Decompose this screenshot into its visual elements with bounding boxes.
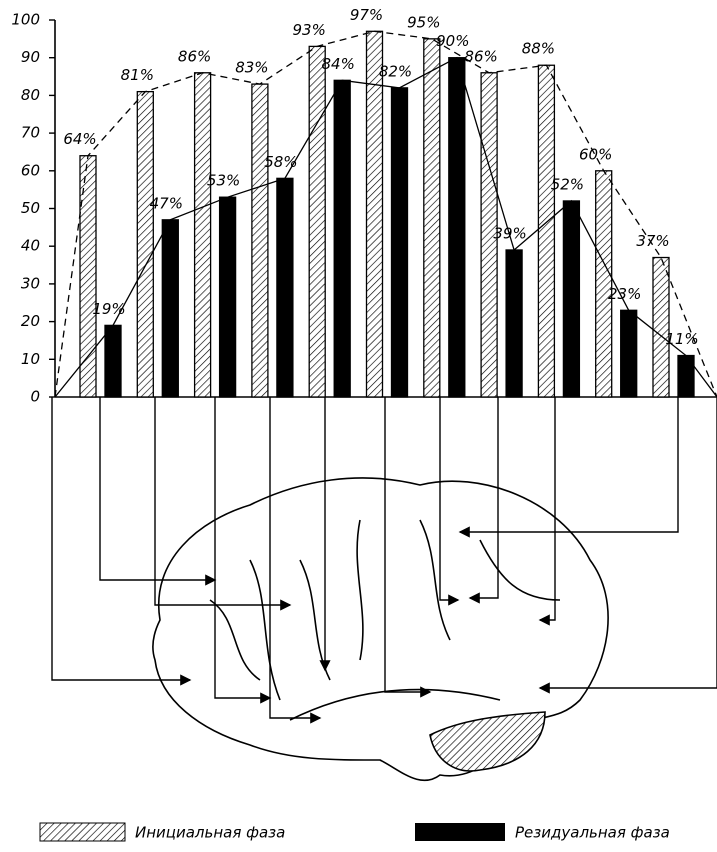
value-label: 39%	[493, 224, 526, 242]
value-label: 88%	[522, 40, 555, 58]
value-label: 82%	[379, 62, 412, 80]
value-label: 86%	[178, 47, 211, 65]
connector	[538, 397, 717, 694]
y-tick-label: 10	[21, 350, 40, 368]
value-label: 83%	[235, 59, 268, 77]
y-tick-label: 70	[21, 124, 40, 142]
connector	[384, 397, 432, 698]
bar	[218, 196, 237, 398]
value-label: 93%	[293, 21, 326, 39]
connector	[468, 397, 499, 604]
envelope-line	[54, 30, 717, 398]
value-label: 11%	[665, 330, 698, 348]
value-label: 81%	[121, 66, 154, 84]
connector	[458, 397, 679, 538]
bar	[136, 90, 154, 398]
y-tick-label: 100	[11, 11, 40, 29]
bar	[333, 79, 351, 398]
y-tick-label: 0	[30, 388, 40, 406]
value-label: 90%	[436, 32, 469, 50]
bar	[562, 200, 581, 398]
bar	[193, 72, 212, 398]
value-label: 97%	[350, 6, 383, 24]
y-tick-label: 30	[21, 274, 40, 292]
bar	[423, 38, 441, 398]
bar	[677, 354, 695, 398]
connector	[51, 397, 192, 686]
bar	[537, 64, 556, 398]
connector	[154, 397, 292, 611]
value-label: 64%	[63, 130, 96, 148]
value-label: 52%	[551, 175, 584, 193]
value-label: 23%	[608, 285, 641, 303]
y-tick-label: 60	[21, 161, 40, 179]
value-label: 84%	[322, 55, 355, 73]
value-label: 37%	[636, 232, 669, 250]
legend-label: Резидуальная фаза	[515, 824, 670, 842]
brain	[152, 477, 609, 782]
connector	[538, 397, 556, 626]
bar	[365, 30, 384, 398]
bar	[161, 219, 179, 398]
bar	[448, 57, 466, 398]
value-label: 95%	[407, 13, 440, 31]
y-tick-label: 20	[21, 312, 40, 330]
legend-swatch	[415, 823, 505, 841]
y-tick-label: 80	[21, 86, 40, 104]
y-tick-label: 90	[21, 48, 40, 66]
y-tick-label: 40	[21, 237, 40, 255]
bar	[276, 177, 294, 398]
bar	[620, 309, 638, 398]
value-label: 53%	[207, 172, 240, 190]
value-label: 58%	[264, 153, 297, 171]
value-label: 47%	[150, 194, 183, 212]
connector	[99, 397, 217, 586]
legend-swatch	[39, 822, 126, 842]
bar	[505, 249, 523, 398]
value-label: 60%	[579, 145, 612, 163]
bar	[104, 324, 122, 398]
legend-label: Инициальная фаза	[135, 824, 285, 842]
connector	[214, 397, 272, 704]
y-tick-label: 50	[21, 199, 40, 217]
bar	[251, 83, 269, 398]
value-label: 19%	[92, 300, 125, 318]
envelope-line	[54, 56, 717, 398]
bar	[652, 256, 670, 398]
bar	[390, 87, 409, 398]
connector	[439, 397, 460, 606]
connector	[269, 397, 322, 724]
bar	[308, 45, 326, 398]
value-label: 86%	[464, 47, 497, 65]
